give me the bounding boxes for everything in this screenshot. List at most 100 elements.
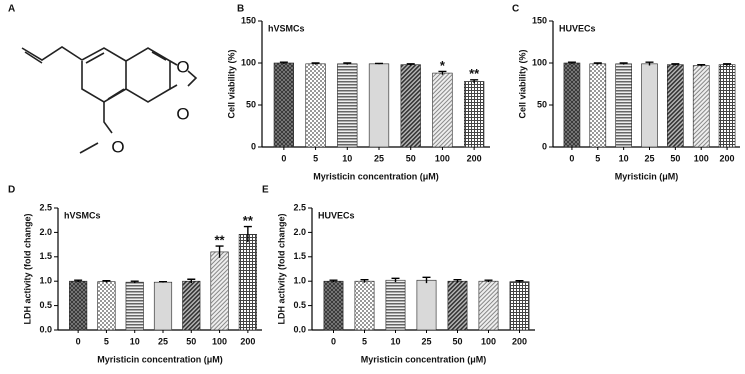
chart-title: hVSMCs bbox=[64, 210, 101, 220]
x-tick-label: 100 bbox=[435, 153, 450, 163]
x-tick-label: 5 bbox=[362, 336, 367, 346]
y-axis-label: Cell viability (%) bbox=[517, 49, 527, 118]
panel-label: D bbox=[8, 185, 15, 196]
x-tick-label: 50 bbox=[186, 336, 196, 346]
y-tick-label: 0 bbox=[251, 141, 256, 151]
error-bar bbox=[645, 61, 654, 66]
bar bbox=[153, 281, 173, 331]
x-tick-label: 100 bbox=[481, 336, 496, 346]
error-bar bbox=[215, 245, 224, 258]
y-tick-label: 50 bbox=[537, 99, 547, 109]
error-bar bbox=[391, 277, 400, 283]
x-tick-label: 200 bbox=[512, 336, 527, 346]
bar bbox=[182, 280, 201, 331]
panel-label: E bbox=[262, 185, 269, 196]
y-tick-label: 0 bbox=[542, 141, 547, 151]
x-tick-label: 10 bbox=[130, 336, 140, 346]
y-axis-label: Cell viability (%) bbox=[226, 49, 236, 118]
bar bbox=[447, 280, 468, 331]
atom-label: O bbox=[111, 137, 124, 156]
x-tick-label: 100 bbox=[694, 153, 709, 163]
error-bar bbox=[74, 279, 83, 283]
error-bar bbox=[593, 62, 602, 65]
y-tick-label: 150 bbox=[532, 15, 547, 25]
x-tick-label: 50 bbox=[406, 153, 416, 163]
y-tick-label: 0.0 bbox=[293, 324, 306, 334]
panel-label: A bbox=[8, 4, 15, 15]
bar bbox=[273, 62, 294, 148]
y-axis-label: LDH activity (fold change) bbox=[22, 213, 32, 324]
y-tick-label: 0.0 bbox=[39, 324, 52, 334]
bar bbox=[323, 280, 344, 331]
y-tick-label: 1.5 bbox=[39, 251, 52, 261]
x-tick-label: 0 bbox=[331, 336, 336, 346]
y-tick-label: 2.0 bbox=[39, 227, 52, 237]
x-tick-label: 0 bbox=[76, 336, 81, 346]
error-bar bbox=[470, 79, 479, 84]
y-tick-label: 1.0 bbox=[39, 276, 52, 286]
x-axis-label: Myristicin concentration (μM) bbox=[313, 171, 439, 181]
bar bbox=[305, 63, 326, 148]
chart-title: HUVECs bbox=[318, 210, 355, 220]
chemical-structure: O O O bbox=[21, 46, 198, 156]
bar bbox=[718, 64, 736, 148]
error-bar bbox=[619, 62, 628, 65]
bar bbox=[692, 65, 710, 148]
x-tick-label: 100 bbox=[212, 336, 227, 346]
x-tick-label: 5 bbox=[104, 336, 109, 346]
y-tick-label: 2.5 bbox=[39, 202, 52, 212]
error-bar bbox=[243, 225, 252, 243]
panel-label: B bbox=[237, 4, 244, 15]
error-bar bbox=[375, 62, 383, 65]
bar bbox=[563, 62, 581, 148]
error-bar bbox=[484, 279, 493, 283]
atom-label: O bbox=[176, 104, 189, 123]
bar bbox=[238, 234, 257, 331]
chart-title: HUVECs bbox=[559, 23, 596, 33]
error-bar bbox=[422, 276, 431, 284]
bar bbox=[97, 281, 116, 331]
error-bar bbox=[515, 280, 524, 283]
x-tick-label: 5 bbox=[313, 153, 318, 163]
error-bar bbox=[130, 280, 139, 284]
bar bbox=[368, 63, 390, 148]
y-tick-label: 50 bbox=[246, 99, 256, 109]
x-axis-label: Myristicin (μM) bbox=[615, 171, 679, 181]
error-bar bbox=[187, 278, 196, 284]
y-axis-label: LDH activity (fold change) bbox=[276, 213, 286, 324]
x-tick-label: 25 bbox=[374, 153, 384, 163]
x-axis-label: Myristicin concentration (μM) bbox=[97, 354, 223, 364]
y-tick-label: 0.5 bbox=[39, 300, 52, 310]
significance-mark: * bbox=[440, 58, 446, 73]
bar bbox=[400, 64, 421, 148]
error-bar bbox=[438, 70, 447, 75]
y-tick-label: 2.0 bbox=[293, 227, 306, 237]
y-tick-label: 150 bbox=[241, 15, 256, 25]
x-tick-label: 10 bbox=[390, 336, 400, 346]
bar bbox=[589, 63, 607, 148]
panel-label: C bbox=[512, 4, 519, 15]
bar bbox=[432, 72, 453, 148]
x-tick-label: 0 bbox=[569, 153, 574, 163]
error-bar bbox=[567, 61, 576, 64]
x-tick-label: 25 bbox=[644, 153, 654, 163]
error-bar bbox=[329, 279, 338, 283]
bar bbox=[641, 63, 658, 148]
bar bbox=[509, 281, 530, 331]
error-bar bbox=[697, 63, 706, 67]
x-tick-label: 0 bbox=[281, 153, 286, 163]
error-bar bbox=[279, 61, 288, 64]
y-tick-label: 100 bbox=[532, 57, 547, 67]
x-tick-label: 5 bbox=[595, 153, 600, 163]
error-bar bbox=[360, 279, 369, 283]
atom-label: O bbox=[176, 57, 189, 76]
significance-mark: ** bbox=[469, 66, 480, 81]
x-tick-label: 50 bbox=[670, 153, 680, 163]
error-bar bbox=[343, 62, 352, 65]
bar bbox=[354, 280, 375, 331]
bar bbox=[615, 63, 632, 148]
bar bbox=[210, 251, 229, 331]
x-tick-label: 200 bbox=[240, 336, 255, 346]
bar bbox=[125, 281, 144, 331]
